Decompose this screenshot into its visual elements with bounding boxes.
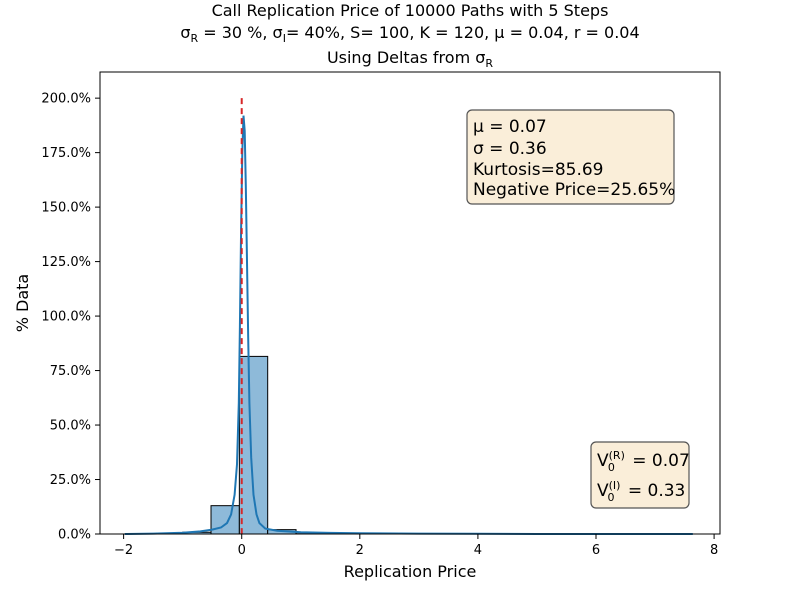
y-tick-label: 100.0% <box>41 310 91 325</box>
chart-title-params: σR = 30 %, σI= 40%, S= 100, K = 120, μ =… <box>180 23 639 45</box>
stats-mean: μ = 0.07 <box>473 117 547 137</box>
x-tick-label: 8 <box>710 543 718 558</box>
stats-kurtosis: Kurtosis=85.69 <box>473 160 603 180</box>
chart-subtitle: Using Deltas from σR <box>327 48 493 70</box>
y-tick-label: 125.0% <box>41 255 91 270</box>
x-tick-label: 6 <box>592 543 600 558</box>
y-tick-label: 175.0% <box>41 146 91 161</box>
x-tick-label: −2 <box>114 543 133 558</box>
x-tick-label: 0 <box>238 543 246 558</box>
value-box-background <box>590 441 690 509</box>
y-axis: 0.0% 25.0% 50.0% 75.0% 100.0% 125.0% 150.0% 175… <box>41 92 100 543</box>
stats-negative-price: Negative Price=25.65% <box>473 180 675 200</box>
x-tick-label: 4 <box>474 543 482 558</box>
value-annotation-box: V(R) 0 = 0.07 V(I) 0 = 0.33 <box>590 441 690 509</box>
stats-sigma: σ = 0.36 <box>473 139 547 159</box>
y-tick-label: 50.0% <box>50 419 91 434</box>
y-tick-label: 0.0% <box>58 528 91 543</box>
kde-curve <box>124 115 693 535</box>
stats-box-background <box>466 109 675 205</box>
y-tick-label: 150.0% <box>41 201 91 216</box>
value-v0-r: V(R) 0 = 0.07 <box>597 449 690 474</box>
value-v0-i: V(I) 0 = 0.33 <box>597 479 685 504</box>
y-tick-label: 75.0% <box>50 364 91 379</box>
y-tick-label: 200.0% <box>41 92 91 107</box>
y-axis-label: % Data <box>13 274 32 333</box>
histogram-bar-4 <box>238 355 269 535</box>
y-tick-label: 25.0% <box>50 473 91 488</box>
chart-title: Call Replication Price of 10000 Paths wi… <box>212 1 609 20</box>
stats-annotation-box: μ = 0.07 σ = 0.36 Kurtosis=85.69 Negativ… <box>466 109 675 205</box>
x-tick-label: 2 <box>356 543 364 558</box>
x-axis: −2 0 2 4 6 8 <box>114 534 718 558</box>
x-axis-label: Replication Price <box>344 562 477 581</box>
plot-frame <box>99 71 721 535</box>
